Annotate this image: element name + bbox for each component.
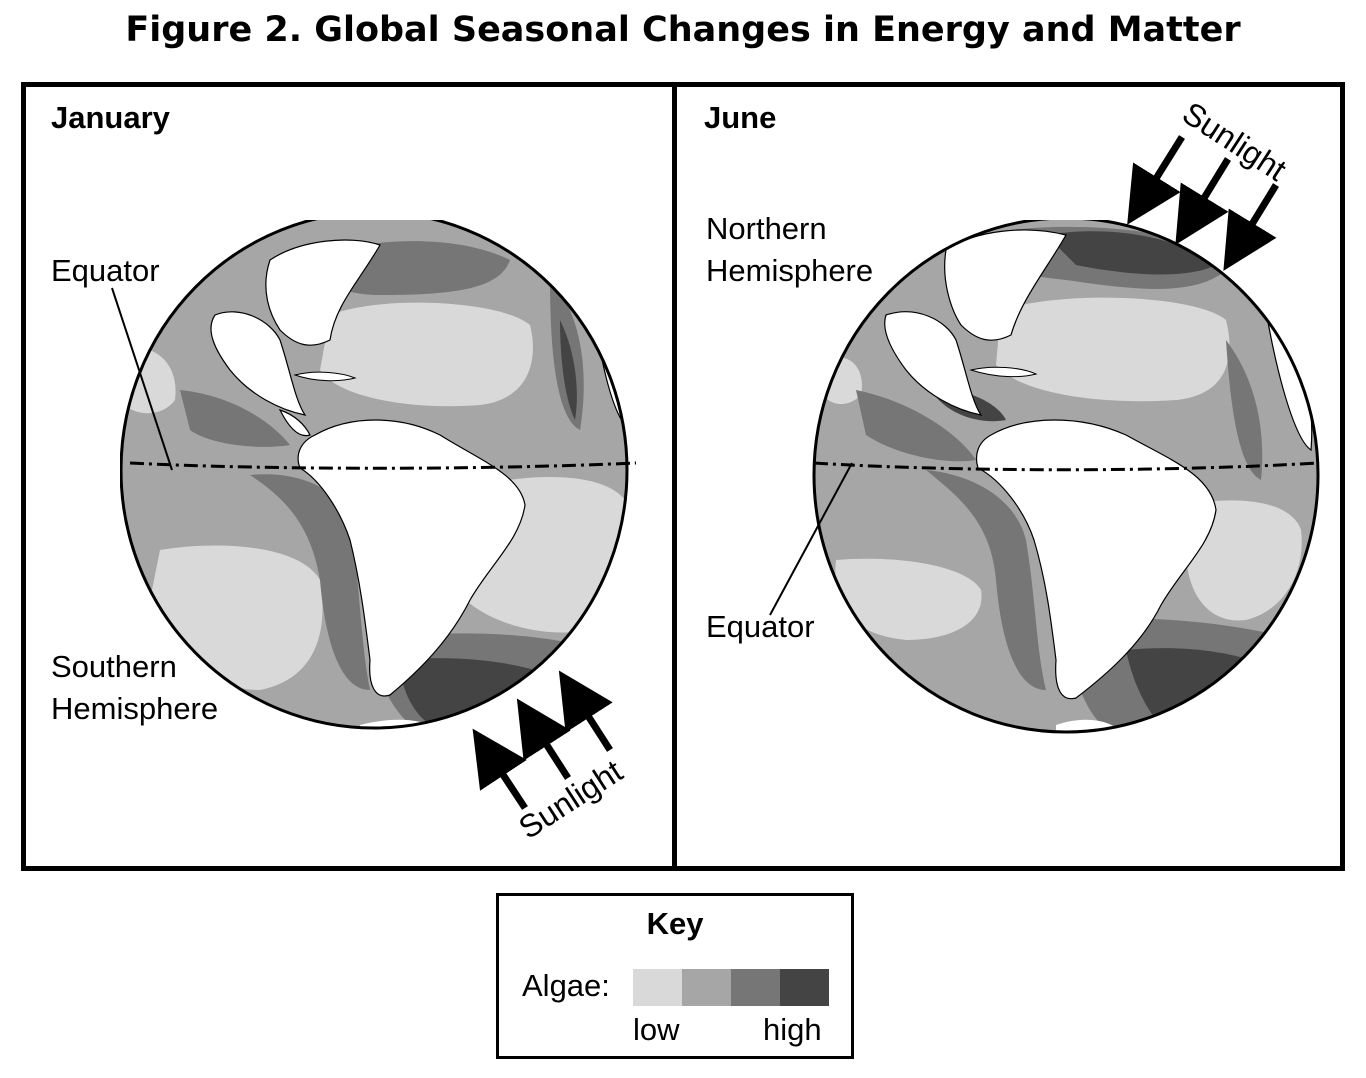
june-equator-pointer — [769, 462, 853, 616]
panel-divider — [672, 82, 677, 871]
june-sunlight-arrows: Sunlight — [1127, 95, 1293, 271]
northern-hemisphere-label-line1: Northern — [706, 211, 827, 246]
june-month-label: June — [704, 100, 777, 135]
swatch-low — [633, 969, 682, 1006]
swatch-high — [780, 969, 829, 1006]
figure-title: Figure 2. Global Seasonal Changes in Ene… — [125, 10, 1241, 50]
key-high-label: high — [763, 1012, 822, 1047]
key-low-label: low — [633, 1012, 680, 1047]
southern-hemisphere-label-line2: Hemisphere — [51, 691, 219, 726]
key-title: Key — [646, 906, 704, 941]
june-equator-label: Equator — [706, 609, 815, 644]
january-month-label: January — [51, 100, 170, 135]
swatch-medium-high — [731, 969, 780, 1006]
january-equator-pointer — [111, 287, 173, 471]
january-equator-label: Equator — [51, 253, 160, 288]
southern-hemisphere-label-line1: Southern — [51, 649, 177, 684]
algae-label: Algae: — [522, 968, 610, 1003]
june-sunlight-label: Sunlight — [1176, 95, 1293, 188]
northern-hemisphere-label-line2: Hemisphere — [706, 253, 874, 288]
june-globe — [812, 220, 1320, 734]
january-sunlight-label: Sunlight — [512, 753, 629, 846]
figure-frame — [21, 82, 1345, 871]
january-sunlight-arrows: Sunlight — [472, 670, 629, 846]
legend-key-box: Key Algae: low high — [496, 893, 854, 1059]
swatch-medium-low — [682, 969, 731, 1006]
january-globe — [120, 220, 637, 730]
